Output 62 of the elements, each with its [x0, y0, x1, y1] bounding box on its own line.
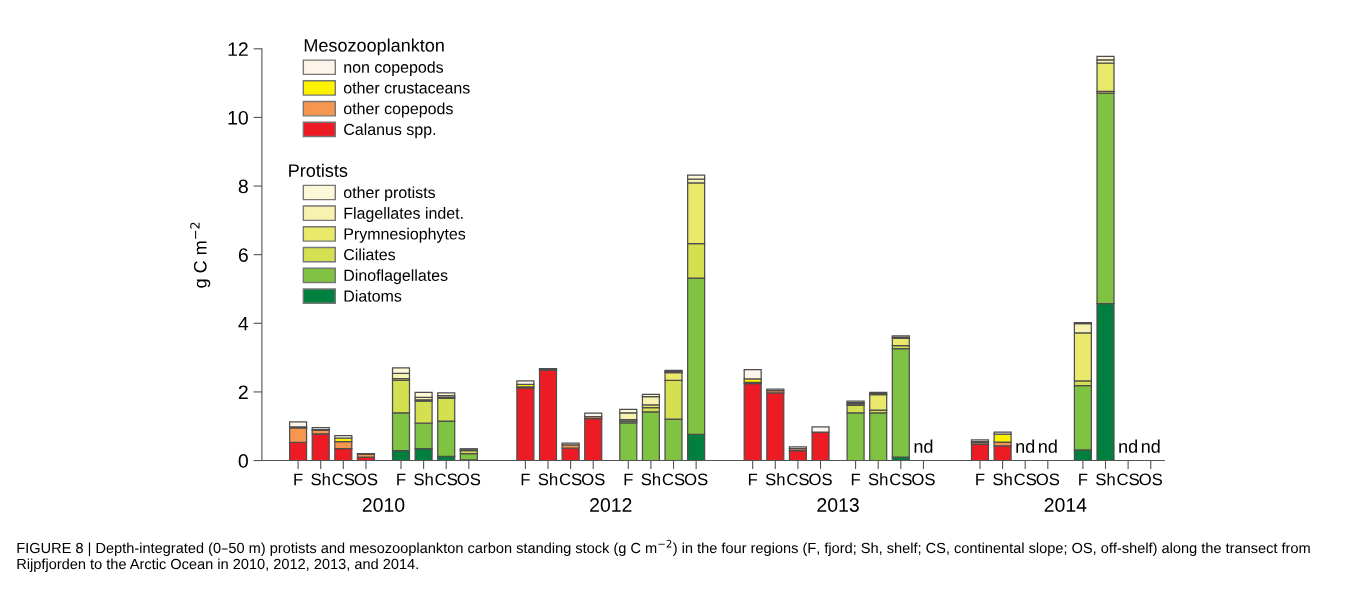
x-tick-label: CS: [1014, 473, 1037, 486]
x-tick-label: OS: [912, 473, 935, 486]
legend-label: Dinoflagellates: [344, 269, 448, 285]
y-tick-label: 4: [238, 316, 249, 331]
text: 2012: [590, 498, 632, 512]
text: 2010: [362, 498, 405, 512]
annotation: nd: [1119, 439, 1137, 453]
x-tick-label: OS: [1036, 473, 1060, 486]
y-axis-title: g C m$^{−2}$: [190, 222, 211, 288]
x-tick-label: CS: [890, 473, 912, 486]
y-tick-label: 12: [228, 42, 248, 56]
annotation: nd: [1016, 439, 1035, 453]
x-tick-label: F: [976, 473, 985, 486]
x-tick-label: Sh: [765, 473, 785, 486]
legend-label: non copepods: [344, 61, 444, 77]
x-tick-label: F: [748, 473, 758, 486]
annotation: nd: [1038, 439, 1057, 453]
x-tick-label: Sh: [414, 473, 433, 486]
x-tick-label: F: [521, 473, 530, 486]
legend-label: Flagellates indet.: [344, 207, 463, 222]
legend-label: Prymnesiophytes: [344, 227, 466, 243]
x-tick-label: F: [851, 473, 861, 486]
y-tick-label: 8: [238, 179, 248, 194]
text: 2013: [817, 498, 859, 512]
annotation: Protists: [289, 163, 348, 177]
x-tick-label: CS: [435, 473, 458, 486]
legend-label: other copepods: [343, 102, 453, 118]
x-tick-label: OS: [1139, 473, 1163, 486]
x-tick-label: OS: [354, 473, 378, 486]
x-tick-label: CS: [1117, 473, 1139, 486]
x-tick-label: CS: [787, 473, 809, 486]
legend-label: other crustaceans: [343, 81, 470, 94]
x-tick-label: Sh: [868, 473, 888, 486]
x-tick-label: CS: [662, 473, 685, 486]
x-tick-label: F: [294, 473, 303, 486]
x-tick-label: CS: [559, 473, 582, 486]
x-tick-label: F: [1079, 473, 1088, 486]
x-tick-label: Sh: [993, 473, 1012, 486]
x-tick-label: CS: [332, 473, 355, 486]
x-tick-label: OS: [809, 473, 832, 486]
x-tick-label: OS: [684, 473, 708, 486]
text: FIGURE 8 | Depth-integrated (0–50 m) protists and mesozooplankton carbon standing stock (g C m$^{−2}$) in the four regions (F, fjord; Sh, shelf; CS, continental slope; OS, off-shelf) along the transect from Rijpfjorden to the Arctic Ocean in 2010, 2012, 2013, and 2014.: [17, 539, 1310, 573]
legend-label: other protists: [343, 186, 436, 202]
y-tick-label: 10: [228, 110, 248, 125]
legend-label: Diatoms: [344, 290, 402, 302]
x-tick-label: F: [624, 473, 633, 486]
x-tick-label: Sh: [641, 473, 661, 486]
legend-title: Mesozooplankton: [304, 38, 444, 56]
x-tick-label: Sh: [311, 473, 330, 486]
x-tick-label: Sh: [538, 473, 558, 486]
x-tick-label: Sh: [1096, 473, 1115, 486]
annotation: nd: [1141, 439, 1160, 453]
annotation: nd: [914, 439, 933, 453]
x-tick-label: OS: [457, 473, 481, 486]
legend-label: Calanus spp.: [344, 123, 436, 139]
legend-label: Ciliates: [344, 248, 396, 261]
y-tick-label: 6: [238, 248, 248, 262]
text: 2014: [1044, 498, 1087, 512]
x-tick-label: F: [397, 473, 406, 486]
x-tick-label: OS: [581, 473, 605, 486]
y-tick-label: 2: [238, 385, 248, 399]
y-tick-label: 0: [238, 454, 248, 468]
